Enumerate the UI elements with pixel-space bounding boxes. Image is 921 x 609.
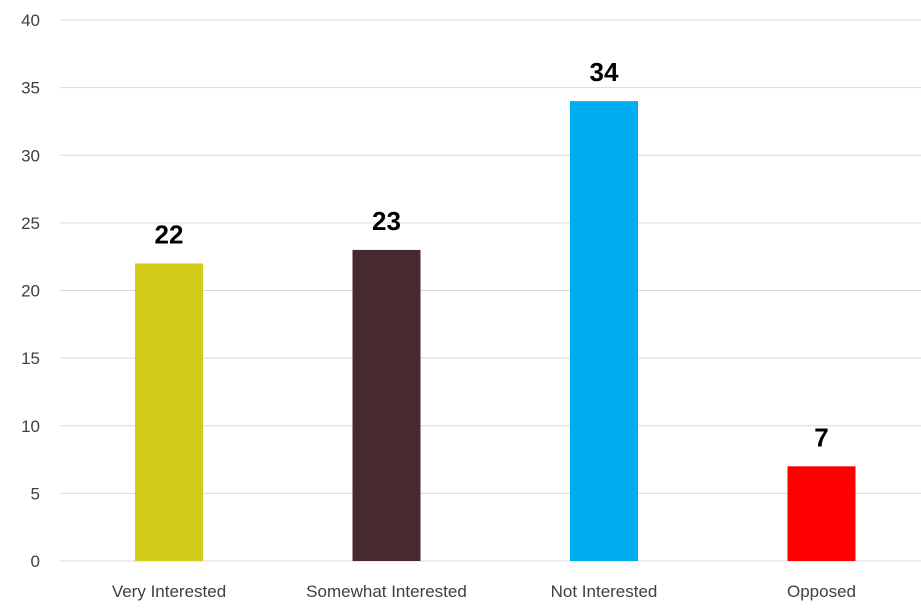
y-tick-label: 35 [21,79,40,98]
bar [135,263,203,561]
x-category-label: Opposed [787,582,856,601]
y-tick-label: 0 [31,552,40,571]
data-label: 22 [155,219,184,249]
y-tick-label: 10 [21,417,40,436]
data-label: 34 [590,57,619,87]
bars [135,101,856,562]
y-tick-label: 40 [21,11,40,30]
y-tick-label: 30 [21,146,40,165]
bar [352,249,421,562]
y-tick-label: 25 [21,214,40,233]
y-axis-ticks: 0 5 10 15 20 25 30 35 40 [21,11,40,571]
bar [570,101,638,562]
y-tick-label: 15 [21,349,40,368]
x-category-label: Somewhat Interested [306,582,467,601]
x-axis-categories: Very Interested Somewhat Interested Not In… [112,582,856,601]
y-tick-label: 5 [31,484,40,503]
data-label: 7 [814,422,828,452]
x-category-label: Not Interested [551,582,658,601]
data-labels: 22 23 34 7 [155,57,829,452]
gridlines [60,19,921,562]
data-label: 23 [372,206,401,236]
y-tick-label: 20 [21,282,40,301]
bar [787,466,856,561]
x-category-label: Very Interested [112,582,226,601]
